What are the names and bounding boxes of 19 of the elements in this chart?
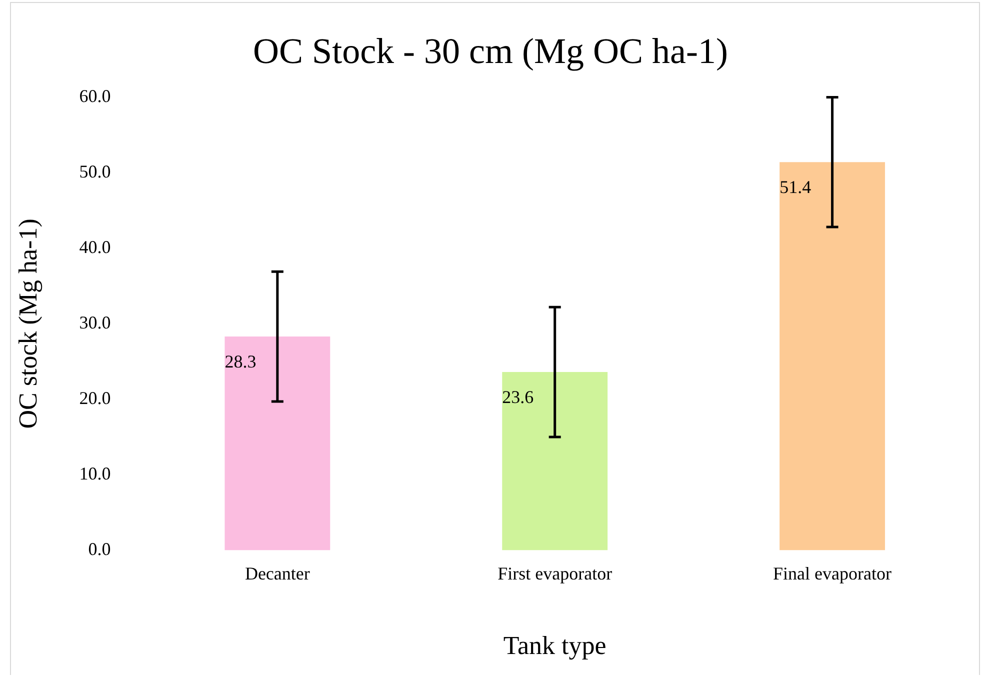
y-tick-label: 40.0 [79,236,111,257]
y-tick-label: 50.0 [79,161,111,182]
x-axis-title: Tank type [503,631,606,660]
x-tick-label: Final evaporator [773,564,892,584]
bar [502,372,608,550]
data-label: 28.3 [224,351,256,372]
y-tick-label: 30.0 [79,312,111,332]
x-tick-label: First evaporator [498,564,612,584]
y-tick-label: 60.0 [79,86,111,106]
bar [780,162,885,550]
bar [224,336,330,550]
y-axis-title: OC stock (Mg ha-1) [13,218,42,429]
data-label: 23.6 [502,386,534,407]
y-tick-label: 20.0 [79,388,111,408]
y-tick-label: 10.0 [79,463,111,484]
data-label: 51.4 [780,176,812,197]
chart-title: OC Stock - 30 cm (Mg OC ha-1) [253,31,728,72]
x-tick-label: Decanter [244,564,310,584]
y-tick-label: 0.0 [88,538,111,559]
